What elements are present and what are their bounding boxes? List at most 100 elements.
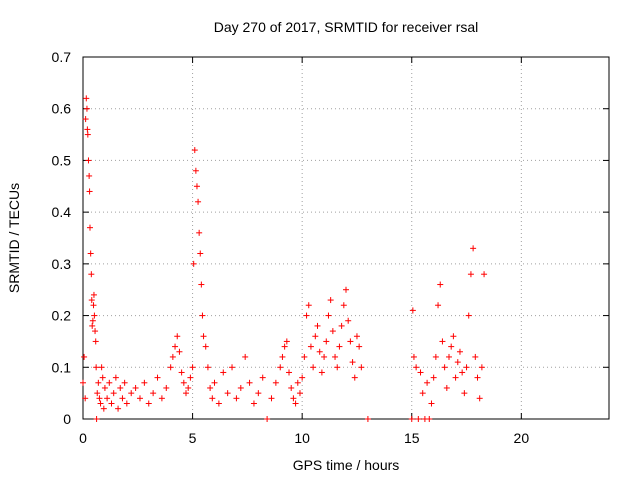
data-point bbox=[190, 260, 197, 267]
y-axis-label: SRMTID / TECUs bbox=[6, 183, 22, 293]
data-point bbox=[172, 343, 179, 350]
data-point bbox=[202, 343, 209, 350]
data-point bbox=[199, 312, 206, 319]
data-point bbox=[323, 338, 330, 345]
data-point bbox=[183, 390, 190, 397]
data-point bbox=[340, 302, 347, 309]
data-point bbox=[316, 348, 323, 355]
data-point bbox=[303, 312, 310, 319]
data-point bbox=[169, 353, 176, 360]
data-point bbox=[417, 369, 424, 376]
data-point bbox=[94, 390, 101, 397]
x-tick-label: 15 bbox=[404, 430, 420, 446]
data-point bbox=[347, 338, 354, 345]
plot-frame bbox=[82, 56, 610, 420]
data-point bbox=[283, 338, 290, 345]
y-tick-label: 0.6 bbox=[52, 101, 72, 117]
data-point bbox=[305, 302, 312, 309]
data-point bbox=[435, 302, 442, 309]
y-tick-label: 0.4 bbox=[52, 204, 72, 220]
data-point bbox=[187, 374, 194, 381]
data-point bbox=[128, 390, 135, 397]
data-point bbox=[327, 297, 334, 304]
data-point bbox=[353, 333, 360, 340]
data-point bbox=[452, 374, 459, 381]
data-point bbox=[80, 379, 86, 386]
data-point bbox=[97, 400, 104, 407]
data-point bbox=[424, 379, 431, 386]
data-point bbox=[141, 379, 148, 386]
data-point bbox=[92, 338, 99, 345]
data-point bbox=[87, 250, 94, 257]
data-point bbox=[329, 328, 336, 335]
data-point bbox=[82, 116, 89, 123]
data-point bbox=[158, 395, 165, 402]
data-point bbox=[89, 322, 96, 329]
data-point bbox=[204, 364, 211, 371]
data-point bbox=[195, 198, 202, 205]
data-point bbox=[98, 364, 105, 371]
data-point bbox=[90, 291, 97, 298]
data-point bbox=[233, 395, 240, 402]
tick-labels: 0 0.1 0.2 0.3 0.4 0.5 0.6 0.7 0 5 10 15 20 bbox=[52, 49, 530, 446]
data-point bbox=[189, 364, 196, 371]
data-point bbox=[463, 364, 470, 371]
data-point bbox=[108, 400, 115, 407]
data-point bbox=[86, 172, 93, 179]
data-point bbox=[299, 374, 306, 381]
data-point bbox=[163, 384, 170, 391]
data-point bbox=[443, 384, 450, 391]
y-tick-label: 0.5 bbox=[52, 152, 72, 168]
data-point bbox=[242, 353, 249, 360]
data-point bbox=[136, 395, 143, 402]
data-point bbox=[174, 333, 181, 340]
data-point bbox=[191, 147, 198, 154]
data-point bbox=[419, 390, 426, 397]
data-point bbox=[121, 379, 128, 386]
data-point bbox=[481, 271, 488, 278]
y-tick-label: 0.7 bbox=[52, 49, 72, 65]
data-point bbox=[88, 271, 95, 278]
data-point bbox=[176, 348, 183, 355]
data-point bbox=[83, 95, 90, 102]
data-point bbox=[428, 400, 435, 407]
data-point bbox=[224, 390, 231, 397]
data-point bbox=[294, 379, 301, 386]
data-point bbox=[459, 369, 466, 376]
x-tick-label: 20 bbox=[514, 430, 530, 446]
data-point bbox=[100, 405, 107, 412]
data-point bbox=[132, 384, 139, 391]
data-point bbox=[185, 384, 192, 391]
data-point bbox=[145, 400, 152, 407]
data-point bbox=[106, 379, 113, 386]
data-point bbox=[264, 416, 271, 422]
data-point bbox=[345, 317, 352, 324]
data-point bbox=[478, 364, 485, 371]
data-point bbox=[470, 245, 477, 252]
data-point bbox=[415, 416, 422, 422]
data-point bbox=[112, 374, 119, 381]
data-point bbox=[229, 364, 236, 371]
data-point bbox=[277, 364, 284, 371]
data-point bbox=[110, 390, 117, 397]
data-point bbox=[281, 343, 288, 350]
axis-ticks bbox=[82, 56, 609, 420]
data-point bbox=[92, 328, 99, 335]
data-point bbox=[93, 364, 100, 371]
data-point bbox=[467, 271, 474, 278]
data-point bbox=[318, 369, 325, 376]
data-point bbox=[197, 250, 204, 257]
y-tick-label: 0.2 bbox=[52, 308, 72, 324]
data-point bbox=[288, 384, 295, 391]
data-point bbox=[448, 343, 455, 350]
data-point bbox=[474, 374, 481, 381]
data-point bbox=[364, 416, 371, 422]
data-point bbox=[115, 405, 122, 412]
data-point bbox=[123, 400, 130, 407]
data-point bbox=[292, 400, 299, 407]
data-point bbox=[413, 364, 420, 371]
data-point bbox=[461, 390, 468, 397]
data-point bbox=[178, 369, 185, 376]
data-point bbox=[93, 416, 100, 422]
data-point bbox=[432, 353, 439, 360]
